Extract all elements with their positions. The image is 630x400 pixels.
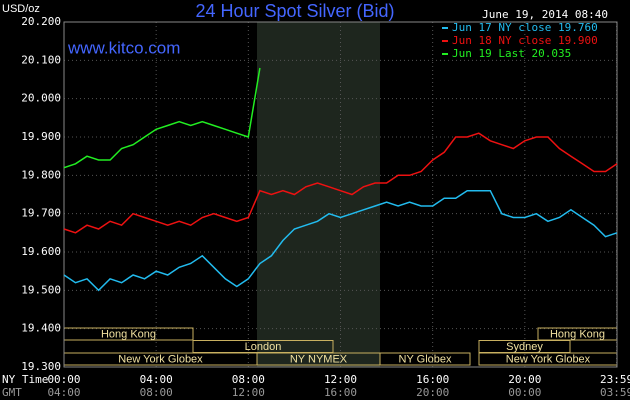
x-tick-label: 12:00	[324, 373, 357, 386]
y-tick-label: 19.900	[21, 130, 61, 143]
x2-axis-label: GMT	[2, 386, 22, 399]
legend-entry: Jun 19 Last 20.035	[452, 47, 571, 60]
session-label: New York Globex	[118, 353, 203, 365]
session-label: Hong Kong	[101, 328, 156, 340]
chart-title: 24 Hour Spot Silver (Bid)	[195, 1, 394, 21]
y-tick-label: 19.700	[21, 207, 61, 220]
legend-entry: Jun 17 NY close 19.760	[452, 21, 598, 34]
session-label: Hong Kong	[550, 328, 605, 340]
y-tick-label: 20.100	[21, 53, 61, 66]
series-line	[63, 189, 618, 292]
session-label: London	[245, 341, 282, 353]
session-label: NY Globex	[399, 353, 452, 365]
timestamp: June 19, 2014 08:40	[482, 8, 608, 21]
session-label: NY NYMEX	[290, 353, 348, 365]
y-tick-label: 19.800	[21, 168, 61, 181]
x-tick-label: 20:00	[508, 373, 541, 386]
x2-tick-label: 16:00	[324, 386, 357, 399]
x2-tick-label: 12:00	[232, 386, 265, 399]
legend-entry: Jun 18 NY close 19.900	[452, 34, 598, 47]
comex-shade	[257, 22, 380, 367]
y-axis-label: USD/oz	[2, 3, 40, 15]
x-axis-label: NY Time	[2, 373, 48, 386]
series-line	[63, 67, 261, 169]
x-tick-label: 04:00	[140, 373, 173, 386]
plot-frame	[63, 21, 618, 368]
session-label: Sydney	[506, 341, 543, 353]
series-line	[63, 132, 618, 234]
y-tick-label: 19.300	[21, 360, 61, 373]
source: www.kitco.com	[67, 38, 180, 57]
y-tick-label: 19.400	[21, 322, 61, 335]
x2-tick-label: 08:00	[140, 386, 173, 399]
session-box	[379, 352, 471, 366]
y-tick-label: 20.000	[21, 92, 61, 105]
x-tick-label: 00:00	[47, 373, 80, 386]
x-tick-label: 08:00	[232, 373, 265, 386]
x2-tick-label: 04:00	[47, 386, 80, 399]
x-tick-label: 23:59	[600, 373, 630, 386]
y-tick-label: 19.500	[21, 283, 61, 296]
x2-tick-label: 03:59	[600, 386, 630, 399]
y-tick-label: 19.600	[21, 245, 61, 258]
x2-tick-label: 00:00	[508, 386, 541, 399]
session-label: New York Globex	[506, 353, 591, 365]
y-tick-label: 20.200	[21, 15, 61, 28]
x-tick-label: 16:00	[416, 373, 449, 386]
x2-tick-label: 20:00	[416, 386, 449, 399]
